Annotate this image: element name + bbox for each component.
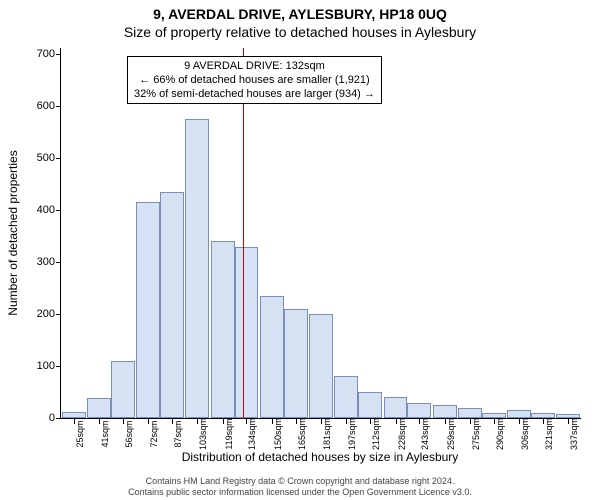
y-tick-mark <box>56 418 61 419</box>
x-tick-label: 275sqm <box>472 418 481 450</box>
x-tick-label: 181sqm <box>323 418 332 450</box>
bar <box>136 202 160 418</box>
bar <box>433 405 457 418</box>
y-tick-mark <box>56 366 61 367</box>
bar <box>111 361 135 418</box>
y-tick-label: 400 <box>15 205 55 216</box>
y-tick-label: 700 <box>15 49 55 60</box>
x-tick-label: 165sqm <box>298 418 307 450</box>
bar <box>260 296 284 418</box>
x-tick-label: 337sqm <box>570 418 579 450</box>
x-tick-label: 72sqm <box>150 420 159 447</box>
y-tick-mark <box>56 158 61 159</box>
bar <box>458 408 482 418</box>
chart-container: 9, AVERDAL DRIVE, AYLESBURY, HP18 0UQ Si… <box>0 0 600 500</box>
footer: Contains HM Land Registry data © Crown c… <box>0 476 600 498</box>
chart-title-address: 9, AVERDAL DRIVE, AYLESBURY, HP18 0UQ <box>0 6 600 22</box>
x-tick-label: 87sqm <box>174 420 183 447</box>
bar <box>358 392 382 418</box>
x-tick-label: 306sqm <box>521 418 530 450</box>
annotation-line3: 32% of semi-detached houses are larger (… <box>134 87 375 101</box>
footer-line2: Contains public sector information licen… <box>0 487 600 498</box>
y-tick-mark <box>56 54 61 55</box>
annotation-line1: 9 AVERDAL DRIVE: 132sqm <box>134 59 375 73</box>
y-tick-mark <box>56 262 61 263</box>
bar <box>284 309 308 418</box>
footer-line1: Contains HM Land Registry data © Crown c… <box>0 476 600 487</box>
annotation-box: 9 AVERDAL DRIVE: 132sqm ← 66% of detache… <box>127 56 382 104</box>
x-tick-label: 243sqm <box>421 418 430 450</box>
bar <box>407 403 431 418</box>
x-tick-label: 56sqm <box>125 420 134 447</box>
x-tick-label: 134sqm <box>248 418 257 450</box>
y-tick-label: 200 <box>15 309 55 320</box>
bar <box>507 410 531 418</box>
y-tick-label: 300 <box>15 257 55 268</box>
y-tick-mark <box>56 210 61 211</box>
y-tick-mark <box>56 106 61 107</box>
bar <box>211 241 235 418</box>
x-tick-label: 197sqm <box>348 418 357 450</box>
x-tick-label: 150sqm <box>274 418 283 450</box>
x-tick-label: 228sqm <box>398 418 407 450</box>
x-tick-label: 41sqm <box>101 420 110 447</box>
y-tick-label: 500 <box>15 153 55 164</box>
y-tick-label: 0 <box>15 413 55 424</box>
bar <box>309 314 333 418</box>
x-tick-label: 25sqm <box>76 420 85 447</box>
y-tick-label: 100 <box>15 361 55 372</box>
x-tick-label: 119sqm <box>225 418 234 449</box>
x-tick-label: 259sqm <box>447 418 456 450</box>
plot-area: 0100200300400500600700 25sqm41sqm56sqm72… <box>60 48 581 419</box>
x-tick-label: 290sqm <box>496 418 505 450</box>
annotation-line2: ← 66% of detached houses are smaller (1,… <box>134 73 375 87</box>
x-tick-label: 321sqm <box>545 418 554 450</box>
x-tick-label: 103sqm <box>199 418 208 450</box>
y-tick-mark <box>56 314 61 315</box>
bar <box>185 119 209 418</box>
bar <box>87 398 111 418</box>
bar <box>235 247 259 418</box>
chart-title-desc: Size of property relative to detached ho… <box>0 24 600 40</box>
bar <box>384 397 408 418</box>
x-axis-label: Distribution of detached houses by size … <box>60 450 580 464</box>
y-tick-label: 600 <box>15 101 55 112</box>
bar <box>160 192 184 418</box>
x-tick-label: 212sqm <box>372 418 381 450</box>
bar <box>334 376 358 418</box>
